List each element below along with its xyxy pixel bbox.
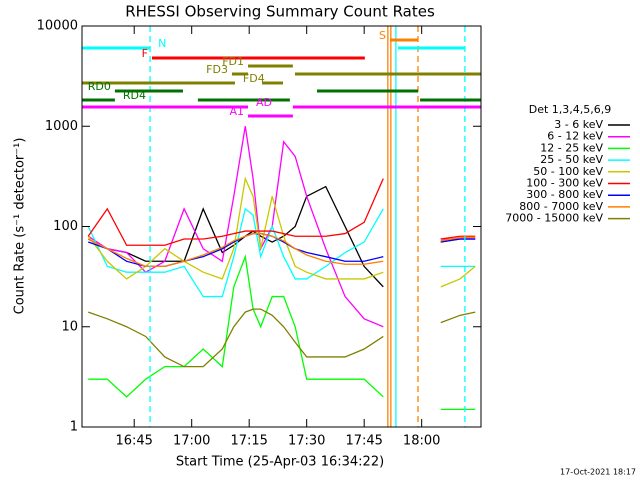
x-axis-label: Start Time (25-Apr-03 16:34:22) <box>176 455 384 470</box>
x-tick-label: 17:30 <box>288 434 325 449</box>
legend-label: 12 - 25 keV <box>540 141 603 154</box>
x-tick-label: 18:00 <box>403 434 440 449</box>
flag-label: A1 <box>230 105 245 118</box>
flag-label: FD3 <box>206 63 228 76</box>
legend-label: 6 - 12 keV <box>547 130 603 143</box>
x-tick-label: 16:45 <box>115 434 152 449</box>
legend-label: 7000 - 15000 keV <box>505 212 603 225</box>
flag-label: RD4 <box>123 89 146 102</box>
x-tick-label: 17:45 <box>345 434 382 449</box>
series-line <box>87 308 384 368</box>
series-line <box>440 236 476 242</box>
legend-title: Det 1,3,4,5,6,9 <box>529 103 612 116</box>
legend-label: 300 - 800 keV <box>526 188 603 201</box>
legend-label: 3 - 6 keV <box>554 118 603 131</box>
series-line <box>88 254 384 398</box>
legend-label: 800 - 7000 keV <box>519 200 603 213</box>
series-line <box>87 126 384 328</box>
legend-label: 50 - 100 keV <box>533 165 603 178</box>
chart-title: RHESSI Observing Summary Count Rates <box>125 3 435 21</box>
series-line <box>87 176 384 280</box>
flag-label: S <box>379 29 386 42</box>
series-line <box>440 238 476 243</box>
y-tick-label: 100 <box>53 219 78 234</box>
series-line <box>440 311 476 324</box>
flag-label: N <box>158 37 166 50</box>
flag-label: FD1 <box>222 55 244 68</box>
series-line <box>87 232 384 268</box>
series-line <box>440 235 476 240</box>
y-tick-label: 1 <box>70 420 78 435</box>
footer: 17-Oct-2021 18:17 <box>560 468 636 477</box>
y-tick-label: 10000 <box>37 19 78 34</box>
axes-frame <box>81 25 482 428</box>
series-line <box>87 185 384 288</box>
y-tick-label: 1000 <box>45 119 78 134</box>
legend-label: 25 - 50 keV <box>540 153 603 166</box>
y-axis-label: Count Rate (s⁻¹ detector⁻¹) <box>13 138 28 315</box>
series-line <box>87 178 384 246</box>
flag-label: F <box>142 47 148 60</box>
legend-label: 100 - 300 keV <box>526 177 603 190</box>
flag-label: AD <box>256 96 272 109</box>
series-line <box>440 265 476 288</box>
y-tick-label: 10 <box>61 319 78 334</box>
flag-label: RD0 <box>88 80 111 93</box>
x-tick-label: 17:00 <box>173 434 210 449</box>
x-tick-label: 17:15 <box>230 434 267 449</box>
series-line <box>87 207 384 298</box>
flag-label: FD4 <box>243 72 265 85</box>
